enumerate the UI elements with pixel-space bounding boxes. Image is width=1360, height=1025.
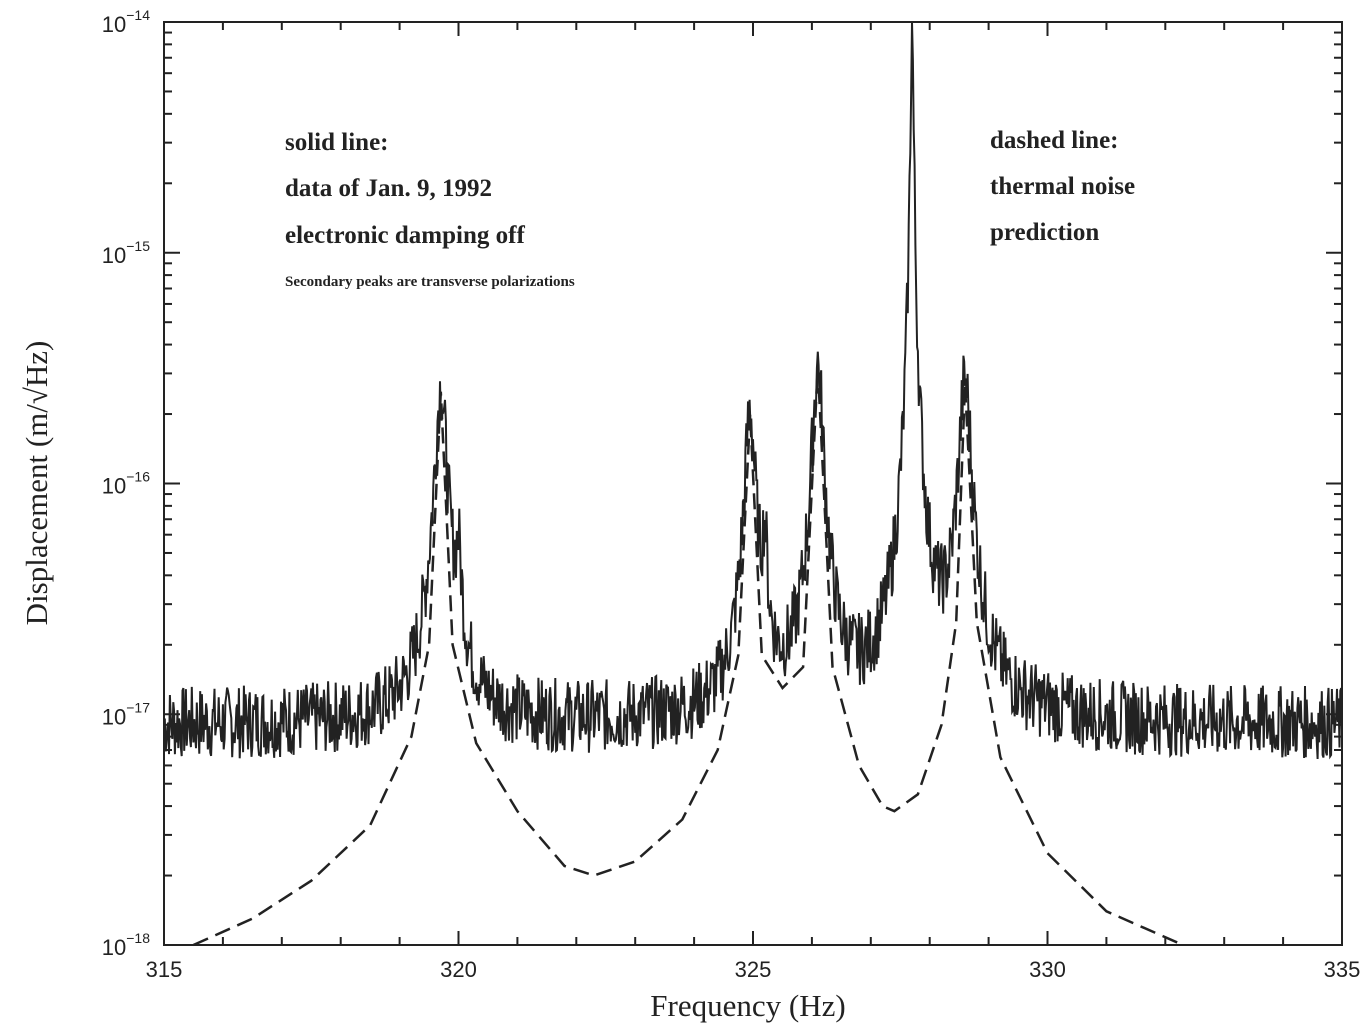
y-axis-title: Displacement (m/√Hz) (19, 341, 54, 626)
y-tick-label: 10−15 (102, 238, 150, 268)
annotation-dashed-line-1: dashed line: (990, 127, 1119, 154)
annotation-dashed-line-2: thermal noise (990, 173, 1135, 200)
x-tick-label: 320 (440, 957, 477, 982)
x-tick-label: 315 (146, 957, 183, 982)
annotation-solid-line-3: electronic damping off (285, 222, 525, 249)
solid-line-annotation: solid line: data of Jan. 9, 1992 electro… (285, 129, 575, 290)
x-tick-label: 325 (735, 957, 772, 982)
dashed-line-annotation: dashed line: thermal noise prediction (990, 127, 1135, 246)
y-tick-labels: 10−18 10−17 10−16 10−15 10−14 (102, 7, 150, 960)
x-tick-label: 335 (1324, 957, 1360, 982)
annotation-secondary-peaks: Secondary peaks are transverse polarizat… (285, 274, 575, 290)
annotation-solid-line-2: data of Jan. 9, 1992 (285, 175, 492, 202)
annotation-dashed-line-3: prediction (990, 219, 1099, 246)
thermal-noise-prediction-line (192, 366, 1184, 947)
x-axis-title: Frequency (Hz) (650, 988, 845, 1023)
y-tick-label: 10−16 (102, 469, 150, 499)
y-tick-label: 10−18 (102, 930, 150, 960)
x-tick-label: 330 (1029, 957, 1066, 982)
x-tick-labels: 315 320 325 330 335 (146, 957, 1360, 982)
y-tick-label: 10−17 (102, 699, 150, 729)
y-tick-label: 10−14 (102, 7, 150, 37)
measured-data-line (163, 21, 1343, 760)
annotation-solid-line-1: solid line: (285, 129, 389, 156)
